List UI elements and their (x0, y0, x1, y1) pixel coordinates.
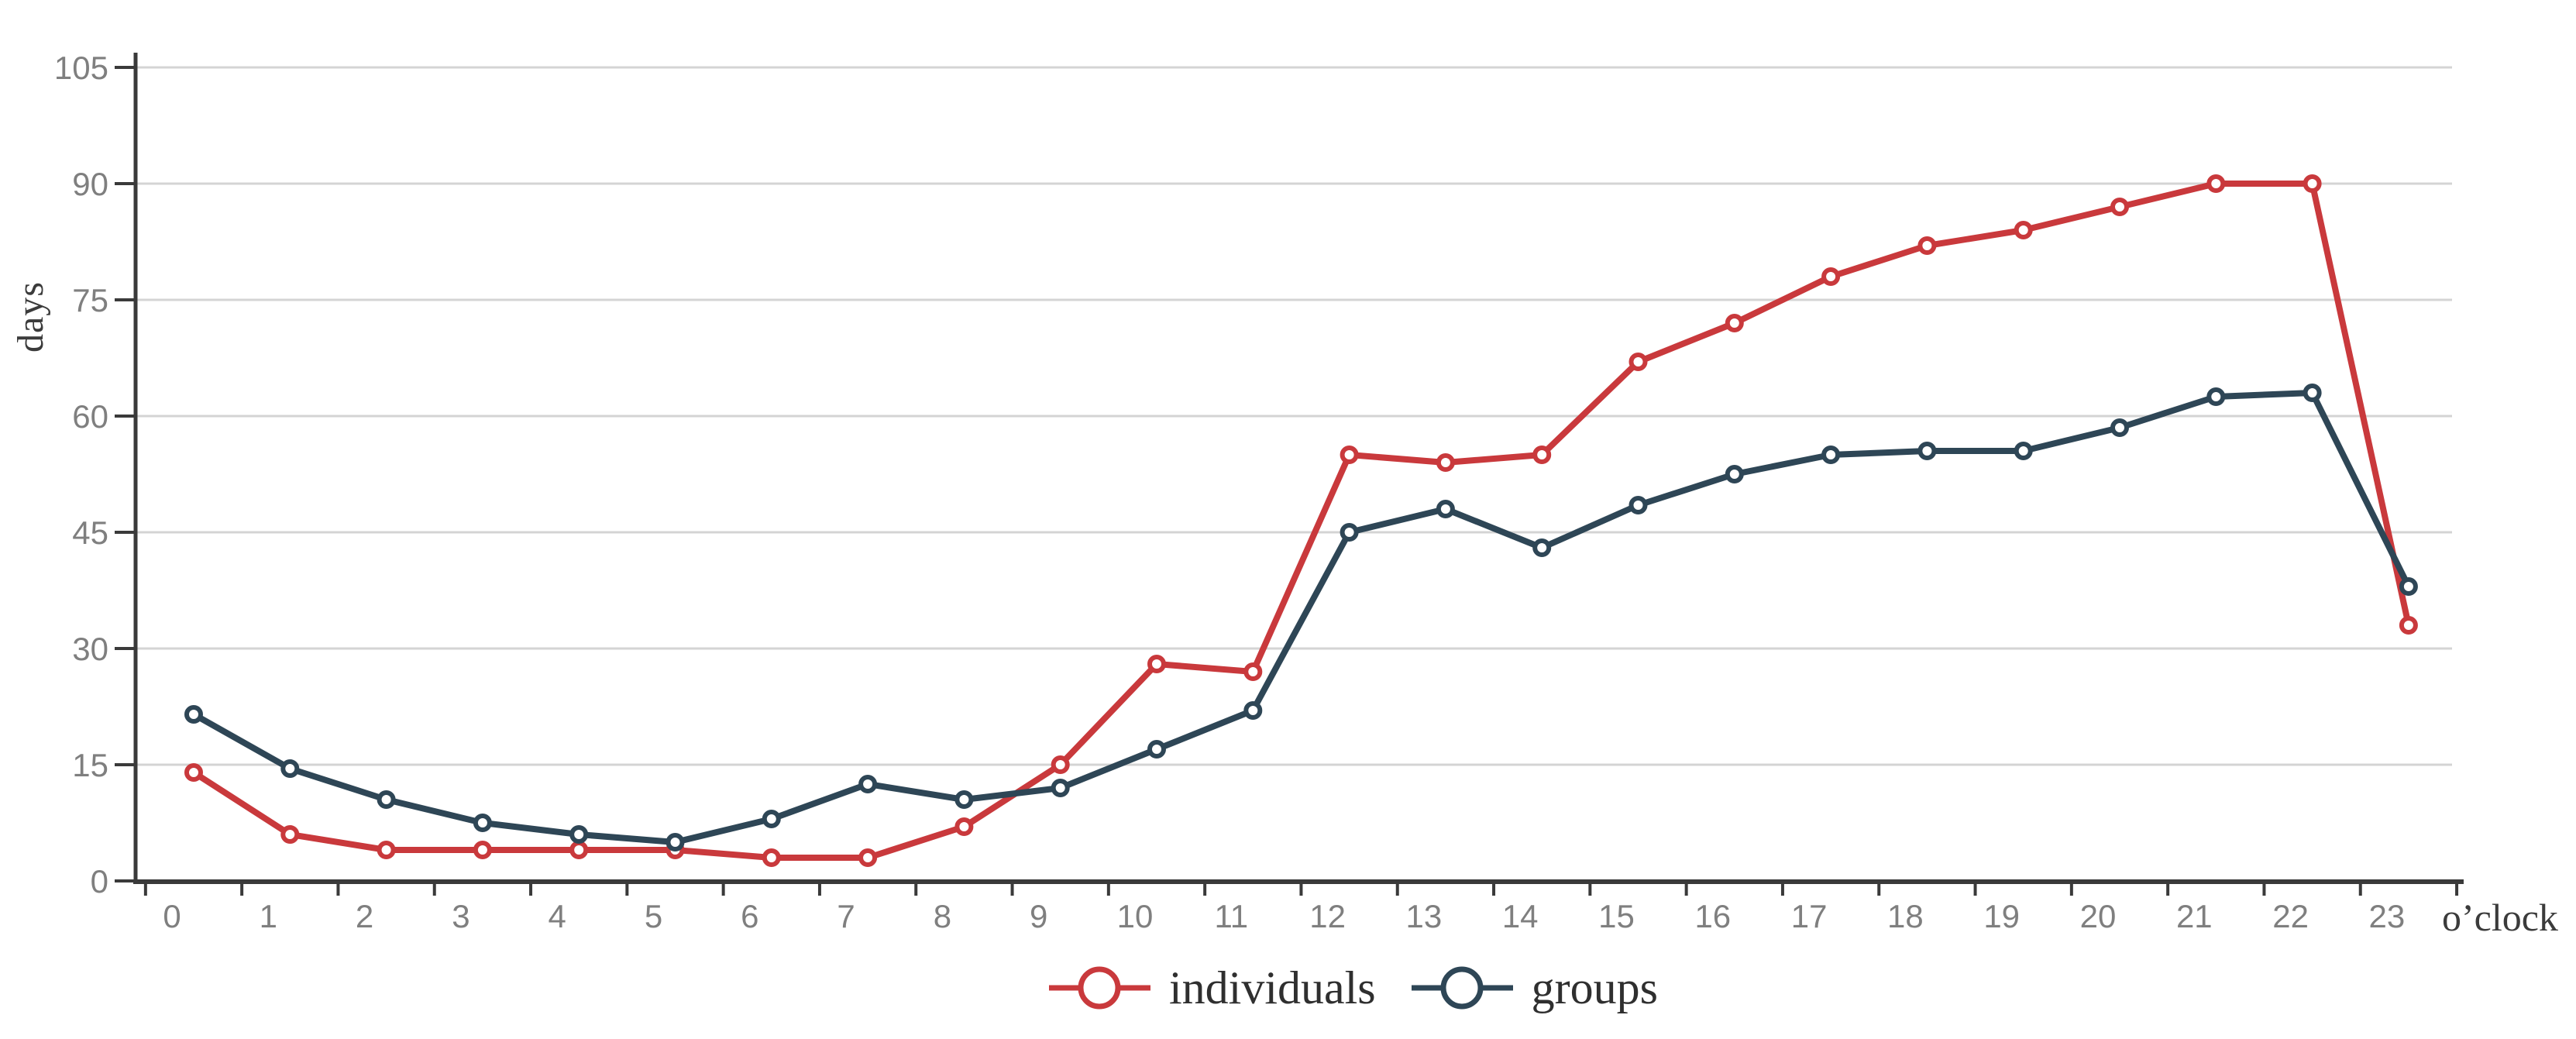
individuals-marker (954, 817, 974, 836)
individuals-marker (2014, 221, 2033, 239)
x-tick-label: 3 (452, 898, 469, 934)
y-axis-title: days (10, 281, 51, 353)
x-tick-label: 6 (741, 898, 758, 934)
individuals-marker (569, 841, 589, 859)
x-tick-label: 17 (1791, 898, 1828, 934)
groups-line (191, 390, 2412, 845)
groups-marker (2110, 418, 2129, 437)
individuals-marker (1340, 446, 1359, 464)
individuals-legend-marker-icon (1049, 966, 1150, 1010)
groups-marker (1340, 523, 1359, 542)
individuals-marker (1628, 353, 1648, 371)
y-tick-label: 90 (72, 166, 108, 202)
x-tick-label: 18 (1887, 898, 1924, 934)
individuals-marker (377, 841, 396, 859)
individuals-marker (1051, 755, 1070, 774)
x-tick-label: 23 (2369, 898, 2406, 934)
x-tick-label: 9 (1030, 898, 1047, 934)
legend-label-groups: groups (1531, 962, 1659, 1013)
x-tick-label: 2 (356, 898, 373, 934)
individuals-marker (762, 848, 781, 867)
groups-marker (1532, 538, 1552, 557)
x-tick-label: 8 (934, 898, 951, 934)
x-tick-label: 19 (1983, 898, 2020, 934)
x-tick-label: 11 (1214, 898, 1248, 934)
individuals-marker (858, 848, 878, 867)
x-tick-label: 15 (1598, 898, 1635, 934)
individuals-line (191, 181, 2412, 861)
x-tick-label: 14 (1502, 898, 1539, 934)
x-tick-label: 12 (1309, 898, 1346, 934)
individuals-marker (2399, 616, 2418, 635)
groups-marker (280, 759, 300, 778)
y-tick-label: 45 (72, 514, 108, 551)
groups-marker (2399, 577, 2418, 596)
individuals-marker (1147, 655, 1166, 673)
groups-marker (1147, 740, 1166, 759)
x-tick-label: 20 (2080, 898, 2117, 934)
legend-item-groups: groups (1410, 961, 1658, 1015)
individuals-marker (1821, 267, 1841, 286)
y-tick-label: 0 (91, 863, 108, 900)
groups-marker (1051, 779, 1070, 797)
groups-marker (473, 814, 492, 832)
individuals-marker (1436, 453, 1455, 472)
individuals-marker (280, 825, 300, 844)
groups-marker (184, 705, 203, 724)
x-tick-label: 10 (1117, 898, 1154, 934)
x-tick-label: 4 (549, 898, 566, 934)
groups-marker (1436, 500, 1455, 518)
chart-legend: individuals groups (1047, 961, 1658, 1015)
groups-marker (1628, 496, 1648, 514)
groups-marker (954, 790, 974, 809)
individuals-marker (1243, 662, 1263, 681)
y-tick-label: 15 (72, 747, 108, 783)
x-tick-label: 5 (645, 898, 662, 934)
groups-marker (2303, 384, 2322, 402)
x-tick-label: 22 (2272, 898, 2309, 934)
legend-label-individuals: individuals (1169, 962, 1376, 1013)
individuals-marker (2110, 198, 2129, 216)
groups-marker (1243, 701, 1263, 720)
y-tick-label: 60 (72, 398, 108, 435)
individuals-marker (1917, 236, 1937, 255)
groups-marker (1917, 442, 1937, 460)
x-tick-label: 1 (260, 898, 277, 934)
individuals-marker (1532, 446, 1552, 464)
y-tick-label: 105 (54, 50, 108, 86)
groups-marker (2014, 442, 2033, 460)
x-axis-unit-label: o’clock (2442, 896, 2558, 939)
groups-marker (665, 833, 685, 851)
individuals-marker (1725, 314, 1744, 332)
x-tick-label: 13 (1406, 898, 1443, 934)
groups-marker (377, 790, 396, 809)
legend-item-individuals: individuals (1047, 961, 1376, 1015)
groups-marker (569, 825, 589, 844)
groups-marker (762, 810, 781, 828)
groups-marker (1821, 446, 1841, 464)
x-tick-label: 21 (2176, 898, 2213, 934)
individuals-marker (2303, 174, 2322, 193)
x-tick-label: 16 (1694, 898, 1731, 934)
individuals-marker (184, 763, 203, 782)
individuals-marker (2206, 174, 2226, 193)
groups-marker (858, 775, 878, 793)
y-tick-label: 75 (72, 282, 108, 318)
groups-marker (1725, 465, 1744, 483)
groups-legend-marker-icon (1411, 966, 1513, 1010)
y-tick-label: 30 (72, 631, 108, 667)
x-tick-label: 7 (837, 898, 855, 934)
individuals-marker (473, 841, 492, 859)
groups-marker (2206, 387, 2226, 406)
x-tick-label: 0 (163, 898, 181, 934)
